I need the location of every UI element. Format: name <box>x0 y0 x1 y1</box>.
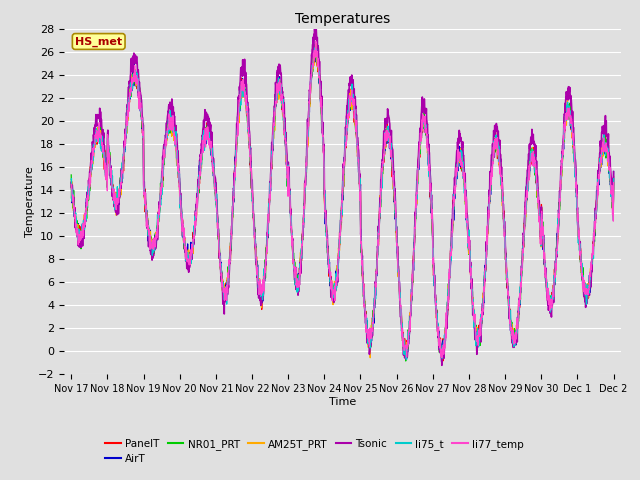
NR01_PRT <box>332 284 339 289</box>
AM25T_PRT <box>438 360 446 366</box>
PanelT <box>595 183 602 189</box>
li77_temp <box>312 38 319 44</box>
li75_t <box>311 45 319 51</box>
li75_t <box>95 131 103 137</box>
Legend: PanelT, AirT, NR01_PRT, AM25T_PRT, Tsonic, li75_t, li77_temp: PanelT, AirT, NR01_PRT, AM25T_PRT, Tsoni… <box>101 435 528 468</box>
PanelT <box>67 180 75 186</box>
Tsonic <box>95 112 103 118</box>
Tsonic <box>311 26 319 32</box>
Text: HS_met: HS_met <box>75 36 122 47</box>
Line: li77_temp: li77_temp <box>71 41 614 358</box>
AirT <box>595 183 602 189</box>
PanelT <box>439 358 447 364</box>
AirT <box>67 180 75 186</box>
li75_t <box>403 357 410 362</box>
NR01_PRT <box>402 358 410 364</box>
AirT <box>313 45 321 51</box>
li75_t <box>332 284 339 289</box>
AM25T_PRT <box>595 175 602 181</box>
NR01_PRT <box>595 182 602 188</box>
PanelT <box>595 180 602 186</box>
Tsonic <box>610 169 618 175</box>
NR01_PRT <box>95 131 103 137</box>
li75_t <box>495 143 502 149</box>
Tsonic <box>438 362 445 368</box>
Line: NR01_PRT: NR01_PRT <box>71 44 614 361</box>
li77_temp <box>317 95 324 100</box>
Y-axis label: Temperature: Temperature <box>25 166 35 237</box>
Line: Tsonic: Tsonic <box>71 29 614 365</box>
AirT <box>610 168 618 174</box>
AM25T_PRT <box>67 184 75 190</box>
Title: Temperatures: Temperatures <box>295 12 390 26</box>
AirT <box>595 183 602 189</box>
li75_t <box>317 101 324 107</box>
Tsonic <box>595 172 602 178</box>
li77_temp <box>595 180 602 186</box>
AM25T_PRT <box>312 41 320 47</box>
AM25T_PRT <box>317 98 324 104</box>
Line: AM25T_PRT: AM25T_PRT <box>71 44 614 363</box>
NR01_PRT <box>595 182 602 188</box>
Tsonic <box>332 286 339 292</box>
Tsonic <box>67 180 75 185</box>
NR01_PRT <box>495 156 502 161</box>
NR01_PRT <box>67 172 75 178</box>
AirT <box>438 359 445 365</box>
li75_t <box>595 181 602 187</box>
X-axis label: Time: Time <box>329 397 356 407</box>
AirT <box>332 283 339 288</box>
PanelT <box>95 131 103 136</box>
AM25T_PRT <box>610 180 618 186</box>
li77_temp <box>95 129 103 135</box>
Line: AirT: AirT <box>71 48 614 362</box>
li77_temp <box>438 355 445 360</box>
Line: li75_t: li75_t <box>71 48 614 360</box>
AirT <box>95 128 103 134</box>
NR01_PRT <box>311 41 319 47</box>
li75_t <box>67 177 75 182</box>
li77_temp <box>495 149 502 155</box>
Tsonic <box>317 78 324 84</box>
Tsonic <box>495 137 502 143</box>
AM25T_PRT <box>595 184 602 190</box>
PanelT <box>495 147 502 153</box>
Line: PanelT: PanelT <box>71 46 614 361</box>
NR01_PRT <box>317 101 324 107</box>
li75_t <box>610 176 618 181</box>
li77_temp <box>595 192 602 198</box>
li77_temp <box>332 283 339 288</box>
AirT <box>317 92 324 98</box>
PanelT <box>332 290 339 296</box>
li77_temp <box>610 180 618 185</box>
AM25T_PRT <box>332 285 339 291</box>
AirT <box>495 149 502 155</box>
li75_t <box>595 176 602 182</box>
AM25T_PRT <box>95 125 103 131</box>
PanelT <box>610 174 618 180</box>
AM25T_PRT <box>495 161 502 167</box>
li77_temp <box>67 181 75 187</box>
NR01_PRT <box>610 180 618 186</box>
Tsonic <box>595 168 602 173</box>
PanelT <box>310 43 317 49</box>
PanelT <box>317 98 324 104</box>
